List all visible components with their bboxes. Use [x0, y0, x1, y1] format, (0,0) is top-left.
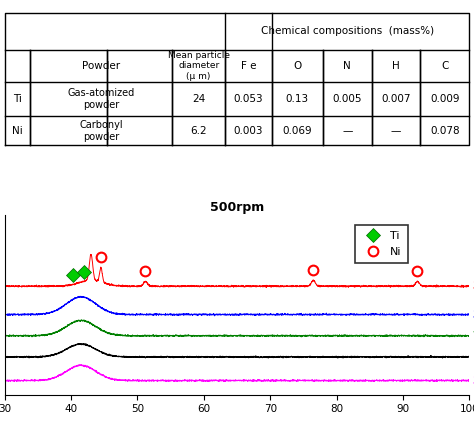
Text: —: — [391, 126, 401, 136]
Text: 0.007: 0.007 [382, 94, 411, 104]
Text: 0.009: 0.009 [430, 94, 460, 104]
Text: 0.069: 0.069 [283, 126, 312, 136]
Text: 72ks: 72ks [473, 331, 474, 341]
Text: Ni: Ni [12, 126, 23, 136]
Text: 180ks: 180ks [473, 352, 474, 362]
Text: 36ks: 36ks [473, 309, 474, 320]
Text: Chemical compositions  (mass%): Chemical compositions (mass%) [261, 27, 434, 36]
Text: —: — [342, 126, 353, 136]
Text: 24: 24 [192, 94, 205, 104]
Text: 0.13: 0.13 [286, 94, 309, 104]
Text: 6.2: 6.2 [191, 126, 207, 136]
Text: 0.003: 0.003 [234, 126, 264, 136]
Legend: Ti, Ni: Ti, Ni [356, 225, 408, 263]
Text: Gas-atomized
powder: Gas-atomized powder [67, 88, 135, 110]
Text: Mean particle
diameter
(μ m): Mean particle diameter (μ m) [168, 51, 230, 81]
Text: Ti: Ti [13, 94, 22, 104]
Text: C: C [441, 61, 448, 71]
Text: O: O [293, 61, 301, 71]
Text: 0.078: 0.078 [430, 126, 460, 136]
Text: Powder: Powder [82, 61, 120, 71]
Text: 3.6ks: 3.6ks [473, 281, 474, 291]
Text: 360ks: 360ks [473, 375, 474, 386]
Text: Carbonyl
powder: Carbonyl powder [79, 120, 123, 142]
Text: N: N [344, 61, 351, 71]
Text: H: H [392, 61, 400, 71]
Text: 0.005: 0.005 [333, 94, 362, 104]
Title: 500rpm: 500rpm [210, 201, 264, 214]
Text: 0.053: 0.053 [234, 94, 264, 104]
Text: F e: F e [241, 61, 256, 71]
